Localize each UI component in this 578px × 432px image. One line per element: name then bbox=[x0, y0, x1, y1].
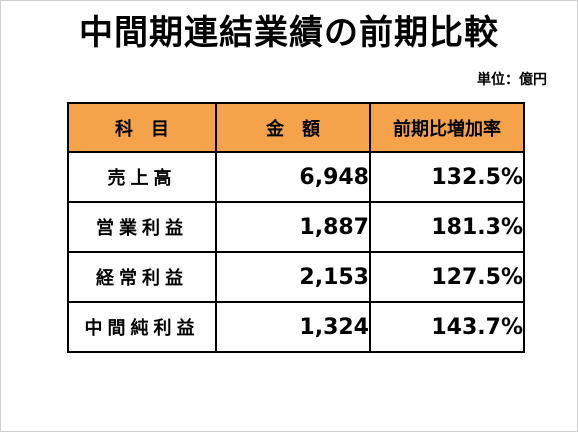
row-amount: 6,948 bbox=[215, 151, 371, 203]
row-item: 売上高 bbox=[67, 151, 217, 203]
row-item: 営業利益 bbox=[67, 201, 217, 253]
row-item: 中間純利益 bbox=[67, 301, 217, 353]
slide-title: 中間期連結業績の前期比較 bbox=[79, 13, 499, 53]
header-rate: 前期比増加率 bbox=[369, 102, 525, 153]
table-header-row: 科 目 金 額 前期比増加率 bbox=[67, 102, 525, 153]
table-row: 売上高 6,948 132.5% bbox=[67, 151, 525, 203]
row-rate: 143.7% bbox=[369, 301, 525, 353]
unit-label: 単位：億円 bbox=[477, 72, 547, 88]
header-item: 科 目 bbox=[67, 102, 217, 153]
table-row: 経常利益 2,153 127.5% bbox=[67, 251, 525, 303]
row-rate: 127.5% bbox=[369, 251, 525, 303]
results-table: 科 目 金 額 前期比増加率 売上高 6,948 132.5% 営業利益 1,8… bbox=[67, 102, 525, 353]
row-item: 経常利益 bbox=[67, 251, 217, 303]
header-amount: 金 額 bbox=[215, 102, 371, 153]
row-rate: 181.3% bbox=[369, 201, 525, 253]
row-amount: 2,153 bbox=[215, 251, 371, 303]
row-amount: 1,887 bbox=[215, 201, 371, 253]
table-row: 中間純利益 1,324 143.7% bbox=[67, 301, 525, 353]
table-row: 営業利益 1,887 181.3% bbox=[67, 201, 525, 253]
row-rate: 132.5% bbox=[369, 151, 525, 203]
row-amount: 1,324 bbox=[215, 301, 371, 353]
